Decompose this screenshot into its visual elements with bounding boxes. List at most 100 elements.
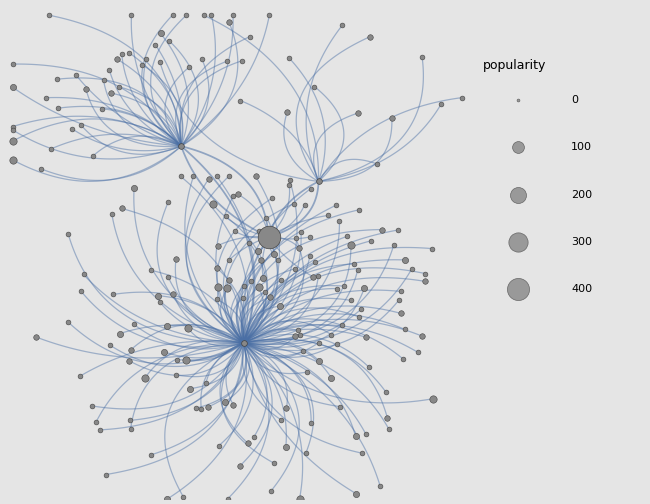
Point — [395, 287, 406, 295]
Point — [436, 100, 447, 108]
Point — [261, 214, 271, 222]
Point — [229, 227, 240, 235]
Point — [384, 424, 394, 432]
Text: 100: 100 — [571, 143, 592, 152]
Point — [290, 332, 300, 340]
Point — [8, 83, 18, 91]
Point — [97, 105, 107, 113]
Point — [323, 211, 333, 219]
Point — [309, 83, 320, 91]
Point — [88, 152, 98, 160]
Point — [253, 247, 263, 256]
Point — [203, 174, 214, 182]
Point — [213, 283, 224, 291]
Point — [176, 142, 187, 150]
Point — [315, 357, 325, 365]
Point — [275, 302, 285, 310]
Point — [250, 172, 261, 180]
Point — [150, 41, 161, 49]
Point — [305, 252, 315, 260]
Point — [76, 287, 86, 295]
Point — [396, 309, 406, 318]
Point — [313, 272, 324, 280]
Point — [289, 265, 300, 273]
Point — [196, 405, 207, 413]
Point — [8, 122, 18, 131]
Point — [428, 395, 439, 403]
Point — [244, 238, 254, 246]
Point — [163, 273, 174, 281]
Text: popularity: popularity — [483, 59, 547, 72]
Point — [269, 460, 280, 468]
Point — [266, 487, 276, 495]
Point — [235, 96, 246, 104]
Point — [420, 277, 430, 285]
Point — [352, 266, 363, 274]
Point — [185, 385, 195, 393]
Point — [263, 233, 274, 241]
Point — [198, 11, 209, 19]
Point — [129, 321, 139, 329]
Point — [285, 176, 295, 184]
Point — [140, 374, 150, 382]
Point — [104, 66, 114, 74]
Point — [281, 443, 291, 451]
Point — [222, 284, 233, 292]
Point — [197, 55, 207, 63]
Point — [337, 322, 347, 330]
Point — [310, 258, 320, 266]
Point — [260, 288, 270, 296]
Point — [276, 416, 286, 424]
Point — [222, 495, 233, 503]
Point — [168, 289, 178, 297]
Point — [224, 18, 234, 26]
Point — [308, 273, 318, 281]
Point — [264, 11, 274, 19]
Point — [334, 403, 345, 411]
Point — [302, 368, 312, 376]
Point — [98, 76, 109, 84]
Point — [301, 449, 311, 457]
Text: 400: 400 — [571, 284, 592, 294]
Point — [228, 401, 239, 409]
Point — [350, 432, 361, 440]
Point — [162, 495, 172, 503]
Point — [342, 232, 352, 240]
Point — [339, 282, 349, 290]
Point — [167, 11, 177, 19]
Point — [91, 418, 101, 426]
Point — [191, 404, 202, 412]
Point — [126, 11, 136, 19]
Point — [212, 172, 222, 180]
Point — [346, 296, 357, 304]
Point — [332, 284, 343, 292]
Point — [8, 156, 18, 164]
Point — [181, 356, 191, 364]
Point — [101, 470, 111, 478]
Point — [417, 53, 427, 61]
Point — [387, 114, 397, 122]
Point — [224, 276, 235, 284]
Point — [349, 260, 359, 268]
Point — [389, 241, 399, 249]
Point — [239, 339, 249, 347]
Point — [114, 330, 125, 338]
Point — [393, 226, 404, 234]
Point — [146, 266, 156, 274]
Point — [78, 271, 88, 279]
Point — [155, 298, 165, 306]
Point — [35, 165, 46, 173]
Point — [211, 264, 222, 272]
Point — [171, 371, 181, 379]
Point — [313, 177, 324, 185]
Point — [163, 198, 174, 206]
Point — [364, 363, 374, 371]
Point — [356, 305, 366, 313]
Point — [176, 172, 186, 180]
Point — [365, 33, 375, 41]
Point — [272, 256, 283, 264]
Point — [305, 233, 315, 241]
Point — [164, 37, 175, 45]
Point — [300, 201, 310, 209]
Point — [183, 64, 194, 72]
